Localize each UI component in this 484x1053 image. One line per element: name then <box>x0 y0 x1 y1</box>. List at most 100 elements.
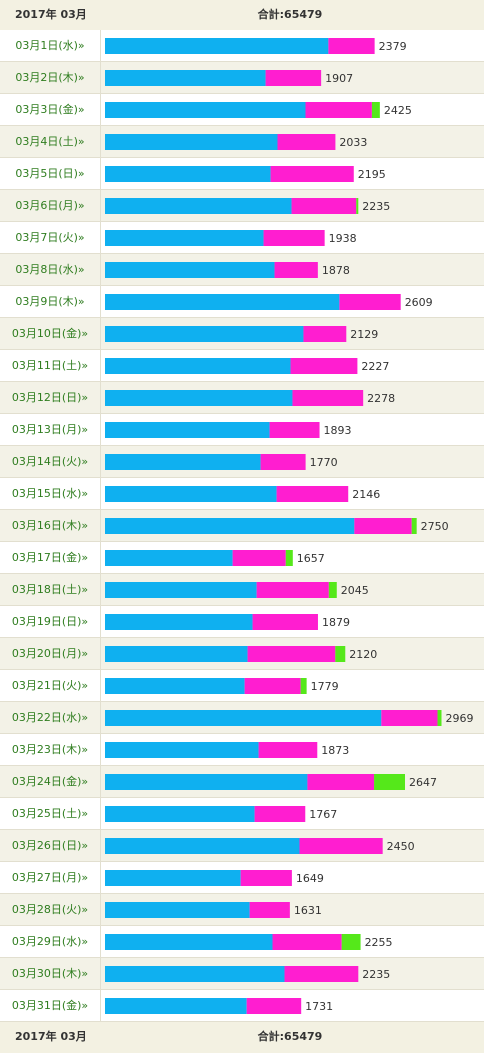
total-label: 2379 <box>379 40 407 53</box>
bar-segment <box>244 678 301 694</box>
total-label: 1657 <box>297 552 325 565</box>
total-label: 2425 <box>384 104 412 117</box>
date-link: 03月3日(金)» <box>15 102 84 116</box>
total-label: 1649 <box>296 872 324 885</box>
total-label: 1879 <box>322 616 350 629</box>
bar-segment <box>356 198 359 214</box>
bar-segment <box>105 518 355 534</box>
bar-segment <box>105 454 261 470</box>
date-link: 03月11日(土)» <box>12 359 88 372</box>
bar-segment <box>105 294 340 310</box>
header-bg <box>0 0 484 30</box>
date-link: 03月20日(月)» <box>12 647 88 660</box>
bar-segment <box>105 358 291 374</box>
bar-segment <box>258 742 318 758</box>
bar-segment <box>105 998 247 1014</box>
bar-segment <box>105 262 275 278</box>
bar-segment <box>328 582 337 598</box>
date-link: 03月28日(火)» <box>12 903 88 916</box>
date-link: 03月22日(水)» <box>12 711 88 724</box>
date-link: 03月7日(火)» <box>15 231 84 244</box>
header-total: 合計:65479 <box>258 7 323 21</box>
bar-segment <box>105 70 266 86</box>
bar-segment <box>335 646 346 662</box>
bar-segment <box>105 806 255 822</box>
total-label: 2750 <box>421 520 449 533</box>
total-label: 2146 <box>352 488 380 501</box>
total-label: 2255 <box>365 936 393 949</box>
date-link: 03月19日(日)» <box>12 615 88 628</box>
bar-segment <box>284 966 359 982</box>
date-link: 03月26日(日)» <box>12 839 88 852</box>
bar-segment <box>105 838 300 854</box>
date-link: 03月25日(土)» <box>12 807 88 820</box>
total-label: 1767 <box>309 808 337 821</box>
bar-segment <box>252 614 318 630</box>
bar-segment <box>240 870 292 886</box>
total-label: 1938 <box>329 232 357 245</box>
bar-segment <box>328 38 375 54</box>
date-link: 03月24日(金)» <box>12 774 88 788</box>
date-link: 03月6日(月)» <box>15 199 84 212</box>
bar-segment <box>105 582 257 598</box>
bar-segment <box>105 966 285 982</box>
total-label: 1631 <box>294 904 322 917</box>
bar-segment <box>265 70 322 86</box>
total-label: 2235 <box>362 200 390 213</box>
bar-segment <box>303 326 347 342</box>
bar-segment <box>285 550 293 566</box>
bar-segment <box>105 166 271 182</box>
bar-segment <box>277 134 336 150</box>
bar-segment <box>290 358 358 374</box>
bar-segment <box>269 422 320 438</box>
date-link: 03月13日(月)» <box>12 423 88 436</box>
bar-segment <box>307 774 375 790</box>
total-label: 1731 <box>305 1000 333 1013</box>
bar-segment <box>105 486 277 502</box>
total-label: 2227 <box>361 360 389 373</box>
total-label: 1893 <box>324 424 352 437</box>
bar-segment <box>270 166 354 182</box>
date-link: 03月10日(金)» <box>12 326 88 340</box>
bar-segment <box>232 550 286 566</box>
bar-segment <box>105 710 382 726</box>
total-label: 1779 <box>311 680 339 693</box>
total-label: 2969 <box>445 712 473 725</box>
bar-segment <box>105 550 233 566</box>
total-label: 2033 <box>339 136 367 149</box>
bar-segment <box>276 486 349 502</box>
bar-segment <box>341 934 361 950</box>
total-label: 2120 <box>349 648 377 661</box>
bar-segment <box>105 902 250 918</box>
bar-segment <box>374 774 406 790</box>
bar-segment <box>291 198 357 214</box>
date-link: 03月15日(水)» <box>12 487 88 500</box>
total-label: 2450 <box>387 840 415 853</box>
bar-segment <box>300 678 307 694</box>
bar-segment <box>105 134 278 150</box>
bar-segment <box>105 102 306 118</box>
footer-title: 2017年 03月 <box>15 1029 87 1043</box>
bar-segment <box>105 934 273 950</box>
date-link: 03月5日(日)» <box>15 167 84 180</box>
total-label: 1873 <box>321 744 349 757</box>
bar-segment <box>105 326 304 342</box>
date-link: 03月1日(水)» <box>15 39 84 52</box>
date-link: 03月12日(日)» <box>12 391 88 404</box>
total-label: 1878 <box>322 264 350 277</box>
bar-segment <box>299 838 383 854</box>
date-link: 03月29日(水)» <box>12 935 88 948</box>
bar-segment <box>254 806 306 822</box>
bar-segment <box>274 262 318 278</box>
bar-segment <box>263 230 325 246</box>
bar-segment <box>437 710 442 726</box>
total-label: 2045 <box>341 584 369 597</box>
total-label: 1907 <box>325 72 353 85</box>
bar-segment <box>105 870 241 886</box>
bar-segment <box>247 646 336 662</box>
total-label: 1770 <box>310 456 338 469</box>
bar-segment <box>105 742 259 758</box>
bar-segment <box>305 102 372 118</box>
bar-segment <box>272 934 342 950</box>
bar-segment <box>246 998 302 1014</box>
